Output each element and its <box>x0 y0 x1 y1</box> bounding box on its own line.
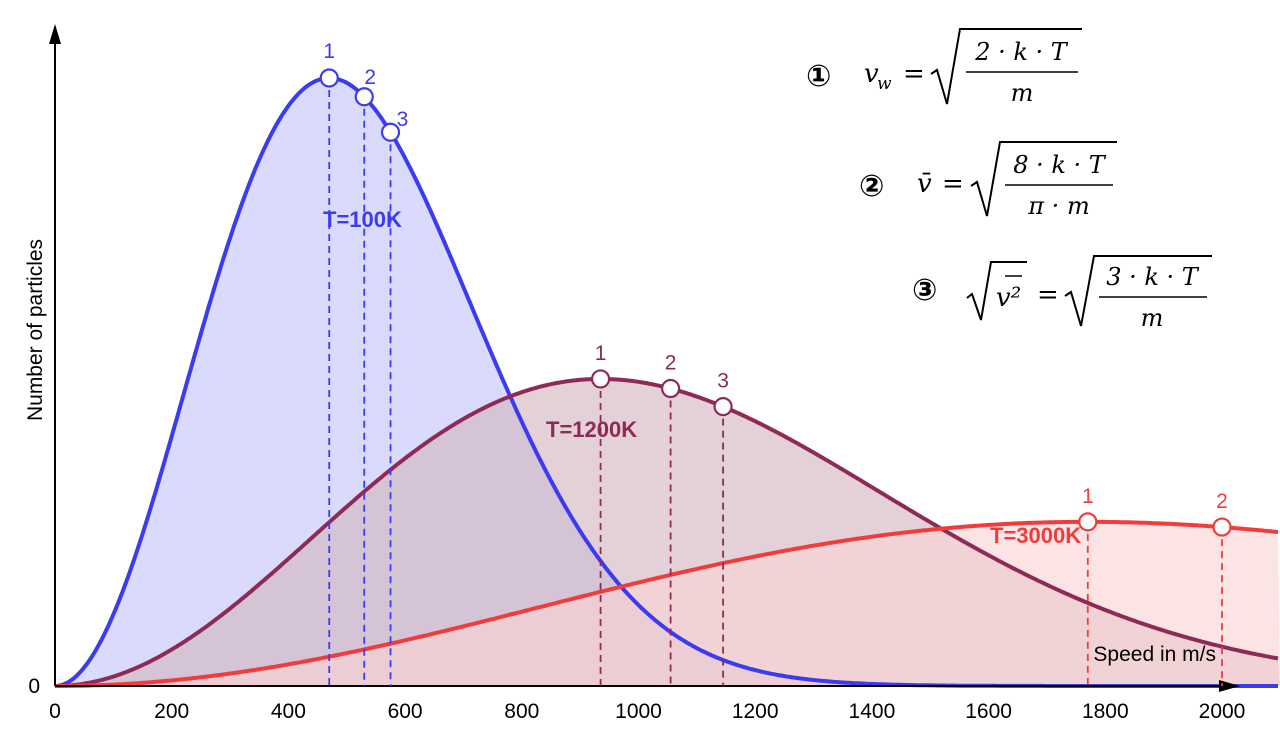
marker-label-t-1200k-2: 2 <box>665 352 677 375</box>
y-axis-arrow <box>49 24 61 44</box>
equation-2-numerator: 8 · k · T <box>1013 151 1107 179</box>
series-label-3000k: T=3000K <box>990 523 1081 548</box>
equation-3-equals: = <box>1037 280 1059 310</box>
marker-point-t-1200k-3 <box>713 397 733 417</box>
x-tick-label: 2000 <box>1199 700 1246 723</box>
equation-1-equals: = <box>903 59 925 89</box>
x-tick-labels: 0200400600800100012001400160018002000220… <box>49 700 1246 723</box>
marker-point-t-3000k-1 <box>1078 512 1098 532</box>
equation-1-lhs: v <box>864 59 879 89</box>
x-axis-arrow <box>1219 680 1240 692</box>
marker-label-t-3000k-1: 1 <box>1082 485 1094 508</box>
equation-1-denominator: m <box>1011 79 1034 107</box>
marker-point-t-1200k-1 <box>590 369 611 389</box>
equation-3-denominator: m <box>1141 304 1164 332</box>
marker-point-t-3000k-2 <box>1212 517 1232 537</box>
marker-label-t-1200k-1: 1 <box>595 342 607 365</box>
x-tick-label: 1000 <box>615 700 662 723</box>
x-tick-label: 0 <box>49 700 61 723</box>
distribution-areas <box>55 78 1280 686</box>
axes <box>49 24 1240 692</box>
x-tick-label: 1200 <box>732 700 779 723</box>
equation-1-numerator: 2 · k · T <box>974 38 1069 66</box>
marker-label-t-1200k-3: 3 <box>717 370 729 393</box>
equation-3-sqrt <box>1064 255 1212 327</box>
marker-label-t-100k-3: 3 <box>397 108 409 131</box>
x-axis-title: Speed in m/s <box>1093 643 1216 666</box>
equation-2-equals: = <box>942 169 964 199</box>
area-t-3000k <box>55 521 1280 686</box>
equation-1-lhs-subscript: w <box>877 74 892 94</box>
series-label-100k: T=100K <box>323 207 402 232</box>
equation-1-sqrt <box>930 28 1082 105</box>
equation-3-lhs-sqrt <box>966 261 1027 321</box>
equation-3: ③ v² = 3 · k · T m <box>912 255 1212 332</box>
marker-label-t-3000k-2: 2 <box>1216 490 1228 513</box>
equation-3-number: ③ <box>912 273 937 308</box>
y-tick-label-0: 0 <box>28 675 40 698</box>
x-tick-label: 1600 <box>965 700 1012 723</box>
marker-label-t-100k-1: 1 <box>323 40 335 63</box>
equation-1: ① v w = 2 · k · T m <box>806 28 1082 107</box>
x-tick-label: 600 <box>388 700 423 723</box>
x-tick-label: 400 <box>271 700 306 723</box>
marker-point-t-100k-2 <box>354 87 374 107</box>
marker-point-t-100k-1 <box>319 68 339 88</box>
series-label-1200k: T=1200K <box>546 417 637 442</box>
equation-2-sqrt <box>970 141 1117 217</box>
y-axis-title: Number of particles <box>24 239 47 421</box>
x-tick-label: 1800 <box>1082 700 1129 723</box>
x-tick-label: 200 <box>154 700 189 723</box>
equation-2-denominator: π · m <box>1027 192 1089 220</box>
x-tick-label: 1400 <box>849 700 896 723</box>
equation-3-lhs: v² <box>996 283 1021 313</box>
equation-1-number: ① <box>806 59 831 94</box>
curve-t-3000k <box>55 519 1279 688</box>
marker-label-t-100k-2: 2 <box>364 66 376 89</box>
equation-2-lhs: v̄ <box>917 169 932 199</box>
equation-2-number: ② <box>859 169 884 204</box>
marker-point-t-1200k-2 <box>660 378 681 399</box>
equation-3-numerator: 3 · k · T <box>1106 263 1200 291</box>
x-tick-label: 800 <box>504 700 539 723</box>
characteristic-speed-markers: 123123123 <box>319 40 1232 686</box>
marker-point-t-100k-3 <box>380 122 401 142</box>
equation-2: ② v̄ = 8 · k · T π · m <box>859 141 1117 220</box>
